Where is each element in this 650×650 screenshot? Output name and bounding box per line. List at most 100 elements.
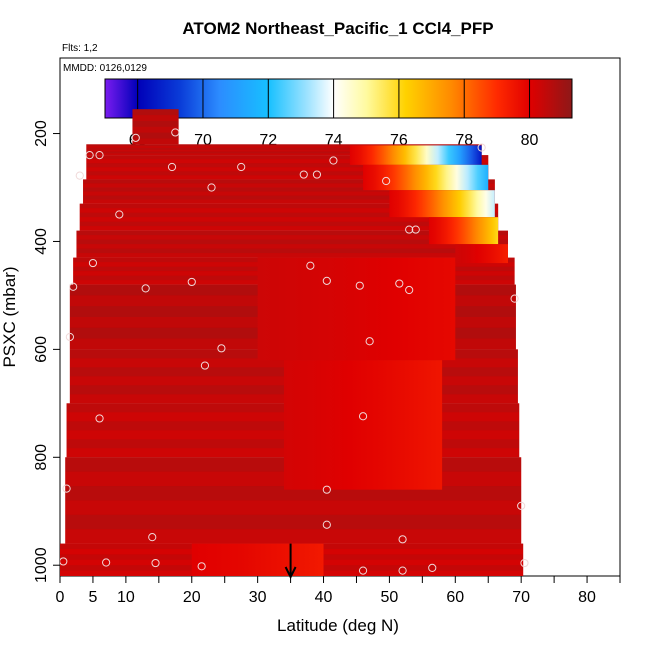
gradient-feature: [284, 360, 443, 490]
field-texture: [86, 175, 489, 180]
sample-point: [306, 261, 315, 270]
sample-point: [299, 170, 308, 179]
sample-point: [322, 485, 331, 494]
sample-point: [102, 558, 111, 567]
sample-point: [411, 225, 420, 234]
y-tick-label: 800: [33, 444, 50, 471]
gradient-feature: [389, 190, 495, 218]
sample-point: [358, 412, 368, 421]
sample-point: [141, 284, 150, 293]
sample-point: [171, 128, 180, 137]
field-texture: [86, 159, 489, 164]
sample-point: [395, 279, 404, 288]
sample-point: [115, 210, 124, 219]
field-texture: [132, 120, 179, 127]
field-texture: [83, 179, 495, 184]
sample-point: [355, 281, 364, 290]
x-tick-label: 5: [88, 589, 97, 606]
x-tick-label: 0: [56, 589, 65, 606]
sample-point: [69, 282, 78, 291]
sample-point: [329, 156, 338, 165]
field-texture: [86, 151, 482, 154]
field-texture: [65, 500, 522, 515]
x-tick-label: 60: [446, 589, 464, 606]
field-texture: [86, 163, 489, 168]
chart-title: ATOM2 Northeast_Pacific_1 CCl4_PFP: [182, 19, 493, 38]
y-tick-label: 200: [33, 120, 50, 147]
field-texture: [86, 149, 482, 152]
concentration-field: [60, 109, 524, 576]
sample-point: [75, 171, 84, 180]
sample-point: [131, 133, 140, 142]
field-texture: [86, 155, 489, 160]
field-texture: [79, 217, 499, 222]
y-tick-label: 1000: [33, 547, 50, 583]
sample-point: [405, 225, 414, 234]
y-axis-label: PSXC (mbar): [0, 266, 19, 367]
field-texture: [132, 138, 179, 145]
field-texture: [79, 203, 499, 209]
gradient-feature: [455, 244, 508, 264]
gradient-feature: [191, 543, 324, 576]
sample-point: [95, 151, 104, 160]
x-axis-label: Latitude (deg N): [277, 616, 399, 635]
sample-point: [85, 151, 94, 160]
sample-point: [398, 566, 407, 575]
date-note: MMDD: 0126,0129: [63, 63, 147, 74]
sample-point: [200, 361, 210, 370]
x-axis: 0 5 10 20 30 40 50 60 70 80: [56, 576, 621, 606]
sample-point: [382, 176, 391, 186]
field-texture: [83, 187, 495, 192]
field-texture: [65, 514, 522, 530]
gradient-feature: [363, 164, 489, 191]
gradient-feature: [428, 217, 499, 245]
sample-point: [60, 557, 68, 566]
y-tick-label: 600: [33, 336, 50, 363]
gradient-feature: [257, 257, 456, 361]
sample-point: [167, 162, 177, 172]
field-texture: [83, 191, 495, 196]
field-texture: [79, 212, 499, 218]
x-tick-label: 70: [512, 589, 530, 606]
sample-point: [237, 162, 246, 172]
field-texture: [86, 147, 482, 150]
field-texture: [83, 199, 495, 204]
sample-points: [60, 128, 529, 575]
sample-point: [520, 558, 529, 568]
field-texture: [79, 226, 499, 231]
field-texture: [132, 126, 179, 133]
sample-point: [151, 558, 160, 568]
field-texture: [76, 239, 509, 245]
field-texture: [65, 529, 522, 544]
field-texture: [79, 221, 499, 227]
field-texture: [65, 486, 522, 501]
sample-point: [428, 563, 437, 573]
sample-point: [88, 258, 98, 268]
sample-point: [322, 520, 331, 529]
field-texture: [76, 253, 509, 258]
sample-point: [207, 183, 216, 192]
field-texture: [132, 115, 179, 121]
sample-point: [95, 414, 104, 423]
sample-point: [365, 337, 374, 346]
field-texture: [83, 195, 495, 200]
sample-point: [65, 332, 74, 342]
field-texture: [76, 248, 509, 254]
y-axis: 200 400 600 800 1000: [33, 120, 60, 583]
field-texture: [83, 183, 495, 188]
sample-point: [148, 533, 157, 542]
field-texture: [76, 244, 509, 249]
sample-point: [405, 285, 414, 295]
field-texture: [76, 235, 509, 240]
x-tick-label: 50: [381, 589, 399, 606]
y-tick-label: 400: [33, 228, 50, 255]
x-tick-label: 40: [315, 589, 333, 606]
field-texture: [86, 167, 489, 172]
x-tick-label: 30: [249, 589, 267, 606]
sample-point: [517, 501, 526, 510]
field-texture: [79, 208, 499, 213]
field-texture: [86, 153, 482, 156]
field-texture: [86, 171, 489, 176]
sample-point: [322, 276, 331, 285]
